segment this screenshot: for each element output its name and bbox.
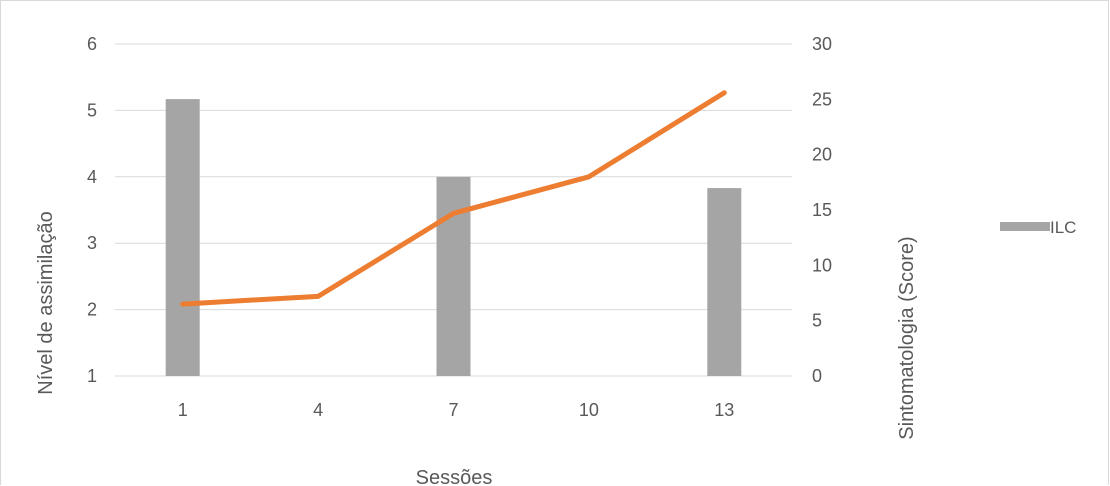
y-left-tick-2: 2 — [87, 300, 97, 320]
x-tick-7: 7 — [448, 400, 458, 420]
x-tick-1: 1 — [178, 400, 188, 420]
y-right-tick-20: 20 — [812, 145, 832, 165]
y-right-tick-5: 5 — [812, 311, 822, 331]
y-left-tick-3: 3 — [87, 233, 97, 253]
bar-1 — [165, 99, 200, 376]
y-left-tick-6: 6 — [87, 34, 97, 54]
x-tick-13: 13 — [714, 400, 734, 420]
legend-label-ilc: ILC — [1050, 218, 1076, 237]
bar-series — [165, 99, 742, 376]
legend-swatch-ilc — [1000, 222, 1050, 231]
left-axis-ticks: 1 2 3 4 5 6 — [87, 34, 97, 386]
x-axis-title: Sessões — [416, 467, 493, 486]
y-right-tick-10: 10 — [812, 255, 832, 275]
y-left-tick-4: 4 — [87, 167, 97, 187]
y-axis-left-title: Nível de assimilação — [35, 211, 57, 394]
x-axis-ticks: 1 4 7 10 13 — [178, 400, 735, 420]
y-axis-right-title: Sintomatologia (Score) — [896, 236, 918, 439]
bar-7 — [436, 176, 471, 376]
y-right-tick-25: 25 — [812, 89, 832, 109]
line-series — [180, 90, 727, 307]
y-right-tick-0: 0 — [812, 366, 822, 386]
y-right-tick-15: 15 — [812, 200, 832, 220]
y-right-tick-30: 30 — [812, 34, 832, 54]
right-axis-ticks: 0 5 10 15 20 25 30 — [812, 34, 832, 386]
y-left-tick-5: 5 — [87, 100, 97, 120]
x-tick-4: 4 — [313, 400, 323, 420]
x-tick-10: 10 — [579, 400, 599, 420]
y-left-tick-1: 1 — [87, 366, 97, 386]
bar-13 — [707, 188, 742, 376]
legend: ILC — [1000, 218, 1076, 237]
